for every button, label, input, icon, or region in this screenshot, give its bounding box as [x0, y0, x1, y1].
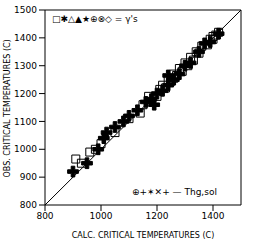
svg-text:800: 800 [36, 211, 53, 221]
html-text:□✱△▲★⊕⊗◇ = γ's: □✱△▲★⊕⊗◇ = γ's [52, 14, 138, 24]
svg-text:OBS. CRITICAL TEMPERATURES (C): OBS. CRITICAL TEMPERATURES (C) [8, 39, 12, 177]
svg-text:CALC. CRITICAL TEMPERATURES (C: CALC. CRITICAL TEMPERATURES (C) [72, 231, 215, 240]
svg-text:1300: 1300 [14, 61, 37, 71]
svg-text:800: 800 [20, 200, 37, 210]
svg-text:1000: 1000 [14, 144, 37, 154]
svg-text:1500: 1500 [14, 5, 37, 15]
html-text:⊕+✶✕+ — Thg,sol: ⊕+✶✕+ — Thg,sol [132, 187, 217, 197]
svg-text:1100: 1100 [14, 117, 37, 127]
svg-text:1200: 1200 [146, 211, 169, 221]
svg-text:1400: 1400 [202, 211, 225, 221]
svg-text:900: 900 [20, 172, 37, 182]
svg-text:1400: 1400 [14, 33, 37, 43]
svg-text:1200: 1200 [14, 89, 37, 99]
svg-text:1000: 1000 [90, 211, 113, 221]
